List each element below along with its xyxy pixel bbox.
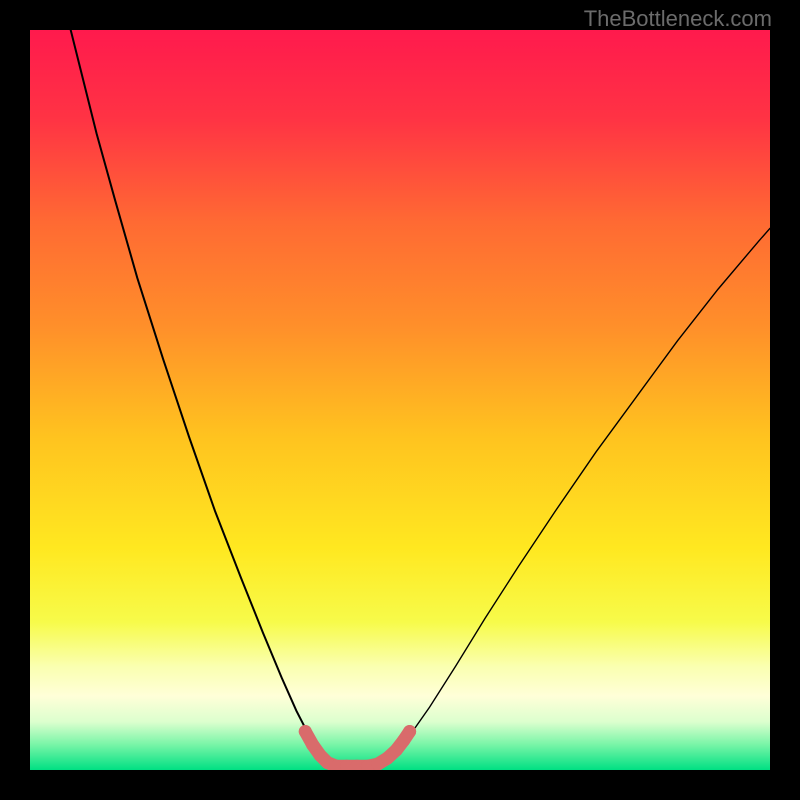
plot-area: [30, 30, 770, 770]
optimal-range-marker: [30, 30, 770, 770]
watermark-label: TheBottleneck.com: [584, 6, 772, 32]
figure-root: TheBottleneck.com: [0, 0, 800, 800]
